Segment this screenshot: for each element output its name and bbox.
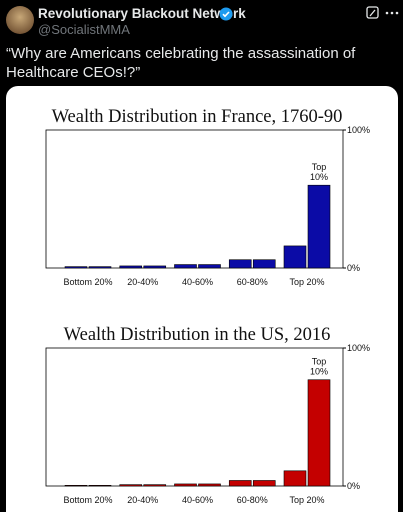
- y-tick-label: 0%: [347, 481, 360, 491]
- bar: [307, 379, 331, 487]
- bar: [64, 266, 88, 269]
- bar: [198, 483, 221, 487]
- post-text: “Why are Americans celebrating the assas…: [6, 45, 356, 81]
- x-tick-label: 60-80%: [237, 277, 268, 287]
- x-tick-label: 40-60%: [182, 495, 213, 505]
- y-tick-label: 0%: [347, 263, 360, 273]
- bar: [143, 265, 167, 269]
- bar: [228, 259, 252, 269]
- x-tick-label: Bottom 20%: [63, 495, 112, 505]
- author-handle[interactable]: @SocialistMMA: [38, 22, 130, 37]
- bar: [283, 245, 307, 269]
- author-name[interactable]: Revolutionary Blackout Network: [38, 6, 246, 21]
- x-tick-label: Top 20%: [289, 277, 324, 287]
- chart-title: Wealth Distribution in France, 1760-90: [52, 107, 343, 127]
- bar: [307, 184, 331, 269]
- bar: [198, 264, 221, 269]
- bar: [174, 483, 197, 487]
- bar: [88, 266, 112, 269]
- bar: [252, 480, 276, 487]
- x-tick-label: Bottom 20%: [63, 277, 112, 287]
- bar: [88, 485, 112, 487]
- annotation: Top: [312, 357, 327, 367]
- y-tick-label: 100%: [347, 343, 370, 353]
- annotation: Top: [312, 162, 327, 172]
- x-tick-label: 20-40%: [127, 277, 158, 287]
- verified-badge: [219, 7, 233, 21]
- bar: [119, 265, 143, 269]
- bar: [119, 484, 143, 487]
- x-tick-label: 20-40%: [127, 495, 158, 505]
- bar: [252, 259, 276, 269]
- y-tick-label: 100%: [347, 125, 370, 135]
- x-tick-label: 60-80%: [237, 495, 268, 505]
- bar: [143, 484, 167, 487]
- grok-icon[interactable]: [366, 6, 380, 20]
- annotation: 10%: [310, 172, 328, 182]
- x-tick-label: Top 20%: [289, 495, 324, 505]
- bar: [283, 470, 307, 487]
- image-background: [6, 86, 398, 512]
- annotation: 10%: [310, 367, 328, 377]
- chart-title: Wealth Distribution in the US, 2016: [64, 325, 331, 345]
- more-icon[interactable]: [385, 10, 399, 16]
- bar: [228, 480, 252, 487]
- bar: [174, 264, 197, 269]
- avatar[interactable]: [6, 6, 34, 34]
- x-tick-label: 40-60%: [182, 277, 213, 287]
- bar: [64, 485, 88, 487]
